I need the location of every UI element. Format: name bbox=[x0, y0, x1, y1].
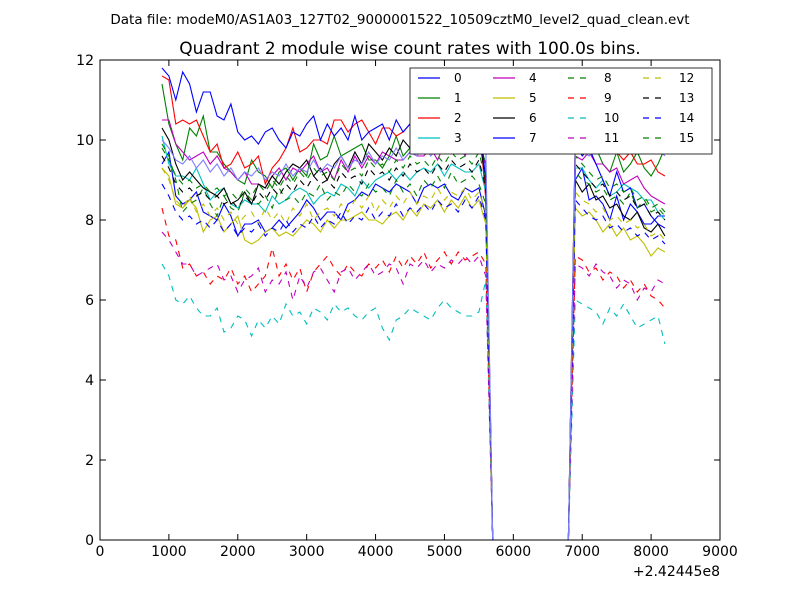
legend-label-9: 9 bbox=[604, 91, 612, 105]
legend-label-12: 12 bbox=[679, 71, 694, 85]
legend-label-0: 0 bbox=[454, 71, 462, 85]
y-tick-label: 8 bbox=[85, 213, 94, 229]
legend-label-1: 1 bbox=[454, 91, 462, 105]
series-line-9 bbox=[162, 208, 665, 540]
x-tick-label: 5000 bbox=[427, 544, 463, 560]
series-line-12 bbox=[162, 168, 665, 540]
legend-label-13: 13 bbox=[679, 91, 694, 105]
legend-label-7: 7 bbox=[529, 131, 537, 145]
series-line-4 bbox=[162, 120, 665, 540]
figure-suptitle: Data file: modeM0/AS1A03_127T02_90000015… bbox=[110, 12, 689, 28]
y-tick-label: 6 bbox=[85, 293, 94, 309]
y-tick-label: 10 bbox=[76, 133, 94, 149]
series-line-15 bbox=[162, 148, 665, 540]
legend-label-3: 3 bbox=[454, 131, 462, 145]
chart-title: Quadrant 2 module wise count rates with … bbox=[179, 39, 640, 59]
series-line-6 bbox=[162, 128, 665, 540]
y-tick-label: 0 bbox=[85, 533, 94, 549]
series-line-10 bbox=[162, 264, 665, 540]
y-tick-label: 12 bbox=[76, 53, 94, 69]
legend-label-2: 2 bbox=[454, 111, 462, 125]
series-line-8 bbox=[162, 144, 665, 540]
series-line-3 bbox=[162, 136, 665, 540]
x-tick-label: 0 bbox=[96, 544, 105, 560]
y-tick-label: 2 bbox=[85, 453, 94, 469]
series-line-14 bbox=[162, 184, 665, 540]
legend-label-10: 10 bbox=[604, 111, 619, 125]
legend-label-5: 5 bbox=[529, 91, 537, 105]
series-line-extra-16 bbox=[162, 88, 665, 540]
x-tick-label: 1000 bbox=[151, 544, 187, 560]
series-line-0 bbox=[162, 152, 665, 540]
x-tick-label: 4000 bbox=[358, 544, 394, 560]
series-line-11 bbox=[162, 232, 665, 540]
x-offset-label: +2.42445e8 bbox=[633, 564, 720, 580]
x-tick-label: 3000 bbox=[289, 544, 325, 560]
legend-label-14: 14 bbox=[679, 111, 694, 125]
x-tick-label: 2000 bbox=[220, 544, 256, 560]
legend-label-4: 4 bbox=[529, 71, 537, 85]
x-tick-label: 6000 bbox=[496, 544, 532, 560]
series-line-13 bbox=[162, 156, 665, 540]
legend-label-11: 11 bbox=[604, 131, 619, 145]
legend-label-8: 8 bbox=[604, 71, 612, 85]
x-tick-label: 9000 bbox=[702, 544, 738, 560]
legend-label-6: 6 bbox=[529, 111, 537, 125]
legend-label-15: 15 bbox=[679, 131, 694, 145]
x-tick-label: 7000 bbox=[564, 544, 600, 560]
x-tick-label: 8000 bbox=[633, 544, 669, 560]
y-tick-label: 4 bbox=[85, 373, 94, 389]
